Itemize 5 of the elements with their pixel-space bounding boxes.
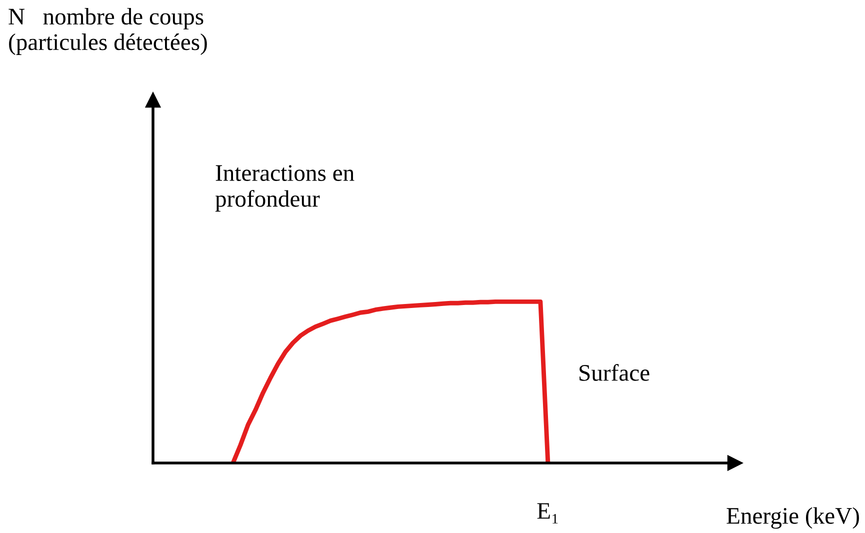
text: E₁ bbox=[537, 503, 558, 524]
text: Interactions en profondeur bbox=[215, 165, 354, 212]
text: Surface bbox=[580, 364, 650, 381]
text: Energie (keV) bbox=[726, 507, 859, 529]
text: N nombre de coups (particules détectées) bbox=[8, 8, 207, 55]
